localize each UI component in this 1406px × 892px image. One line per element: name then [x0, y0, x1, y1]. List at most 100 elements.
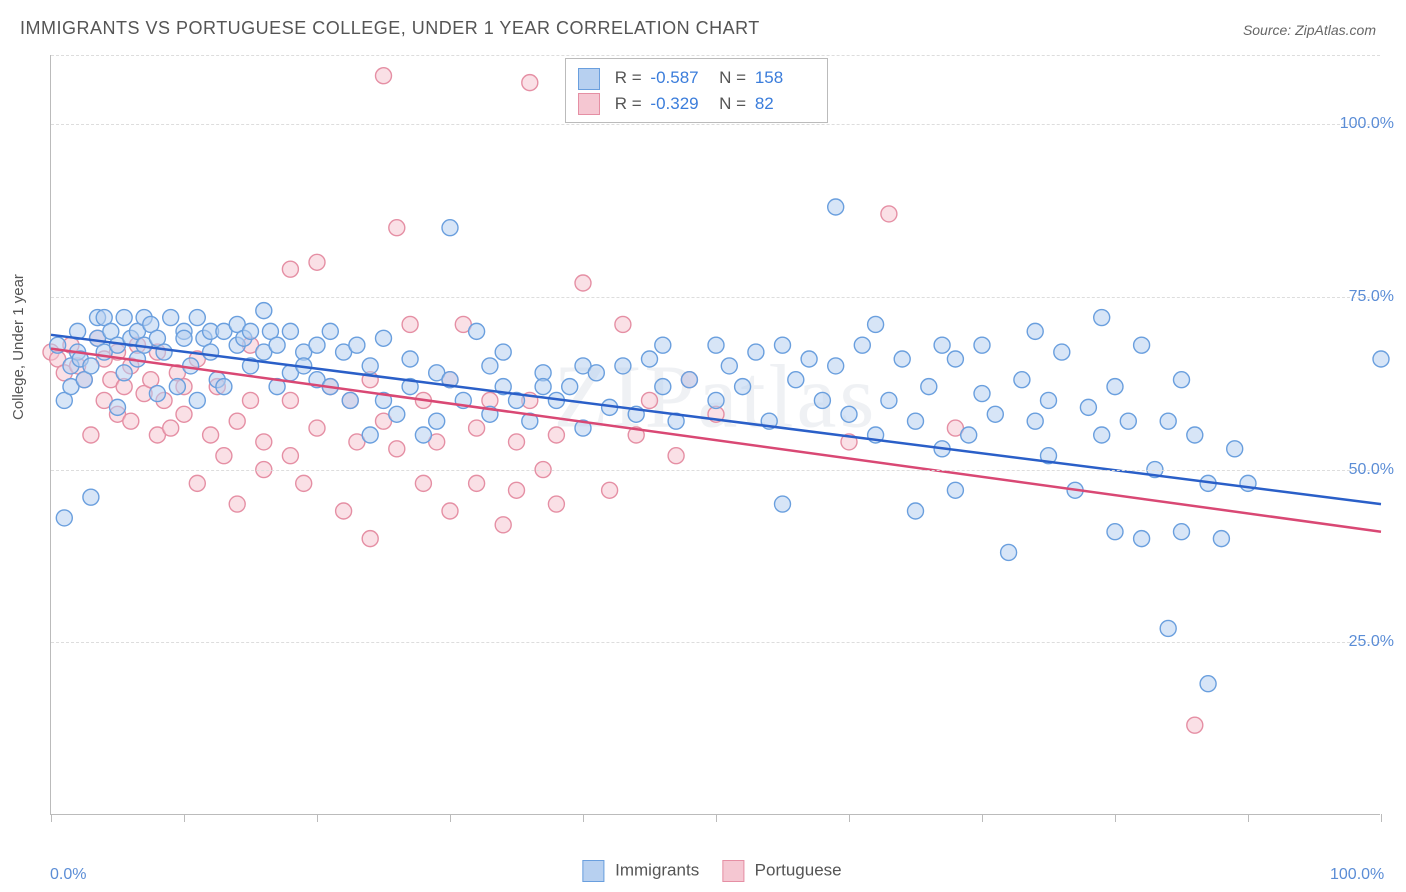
data-point — [229, 413, 245, 429]
data-point — [415, 475, 431, 491]
data-point — [1107, 524, 1123, 540]
data-point — [509, 434, 525, 450]
data-point — [282, 392, 298, 408]
data-point — [402, 351, 418, 367]
data-point — [1054, 344, 1070, 360]
n-label: N = — [719, 68, 746, 87]
gridline — [51, 470, 1380, 471]
data-point — [110, 399, 126, 415]
data-point — [362, 427, 378, 443]
data-point — [562, 379, 578, 395]
xtick-label: 100.0% — [1330, 866, 1384, 884]
data-point — [322, 323, 338, 339]
data-point — [163, 420, 179, 436]
gridline — [51, 124, 1380, 125]
regression-line — [51, 335, 1381, 504]
data-point — [389, 406, 405, 422]
data-point — [509, 482, 525, 498]
data-point — [282, 323, 298, 339]
r-value-portuguese: -0.329 — [650, 91, 700, 117]
data-point — [429, 413, 445, 429]
data-point — [1187, 717, 1203, 733]
data-point — [156, 344, 172, 360]
data-point — [588, 365, 604, 381]
gridline — [51, 642, 1380, 643]
data-point — [987, 406, 1003, 422]
data-point — [934, 337, 950, 353]
source-value: ZipAtlas.com — [1295, 22, 1376, 38]
bottom-legend: Immigrants Portuguese — [564, 860, 841, 882]
data-point — [748, 344, 764, 360]
data-point — [256, 434, 272, 450]
data-point — [841, 406, 857, 422]
ytick-label: 25.0% — [1349, 633, 1394, 651]
data-point — [575, 275, 591, 291]
data-point — [1227, 441, 1243, 457]
xtick — [184, 814, 185, 822]
data-point — [189, 475, 205, 491]
data-point — [243, 392, 259, 408]
data-point — [216, 448, 232, 464]
legend-label-portuguese: Portuguese — [755, 860, 842, 879]
plot-area: ZIPatlas — [50, 55, 1380, 815]
legend-label-immigrants: Immigrants — [615, 860, 699, 879]
gridline — [51, 297, 1380, 298]
source-label: Source: — [1243, 22, 1291, 38]
data-point — [801, 351, 817, 367]
ytick-label: 100.0% — [1340, 115, 1394, 133]
data-point — [961, 427, 977, 443]
data-point — [1134, 531, 1150, 547]
data-point — [788, 372, 804, 388]
data-point — [708, 392, 724, 408]
data-point — [1373, 351, 1389, 367]
stats-legend: R = -0.587 N = 158 R = -0.329 N = 82 — [565, 58, 828, 123]
data-point — [908, 413, 924, 429]
data-point — [243, 323, 259, 339]
data-point — [1027, 323, 1043, 339]
data-point — [469, 420, 485, 436]
swatch-portuguese — [578, 93, 600, 115]
data-point — [655, 379, 671, 395]
data-point — [256, 303, 272, 319]
data-point — [189, 310, 205, 326]
data-point — [548, 427, 564, 443]
data-point — [189, 392, 205, 408]
data-point — [1027, 413, 1043, 429]
data-point — [814, 392, 830, 408]
data-point — [149, 386, 165, 402]
data-point — [974, 386, 990, 402]
data-point — [116, 365, 132, 381]
data-point — [522, 75, 538, 91]
data-point — [282, 261, 298, 277]
data-point — [309, 337, 325, 353]
data-point — [828, 358, 844, 374]
data-point — [881, 206, 897, 222]
data-point — [1174, 372, 1190, 388]
data-point — [296, 475, 312, 491]
data-point — [1200, 676, 1216, 692]
data-point — [1134, 337, 1150, 353]
source-credit: Source: ZipAtlas.com — [1243, 22, 1376, 38]
data-point — [1187, 427, 1203, 443]
data-point — [1080, 399, 1096, 415]
stats-row-immigrants: R = -0.587 N = 158 — [578, 65, 815, 91]
data-point — [868, 316, 884, 332]
y-axis-label: College, Under 1 year — [10, 274, 27, 420]
data-point — [828, 199, 844, 215]
data-point — [495, 517, 511, 533]
xtick — [1381, 814, 1382, 822]
data-point — [1041, 392, 1057, 408]
data-point — [282, 448, 298, 464]
xtick — [317, 814, 318, 822]
xtick — [450, 814, 451, 822]
data-point — [1120, 413, 1136, 429]
data-point — [123, 413, 139, 429]
data-point — [482, 358, 498, 374]
data-point — [1094, 310, 1110, 326]
data-point — [203, 427, 219, 443]
data-point — [775, 337, 791, 353]
data-point — [342, 392, 358, 408]
data-point — [56, 510, 72, 526]
data-point — [495, 344, 511, 360]
ytick-label: 75.0% — [1349, 288, 1394, 306]
